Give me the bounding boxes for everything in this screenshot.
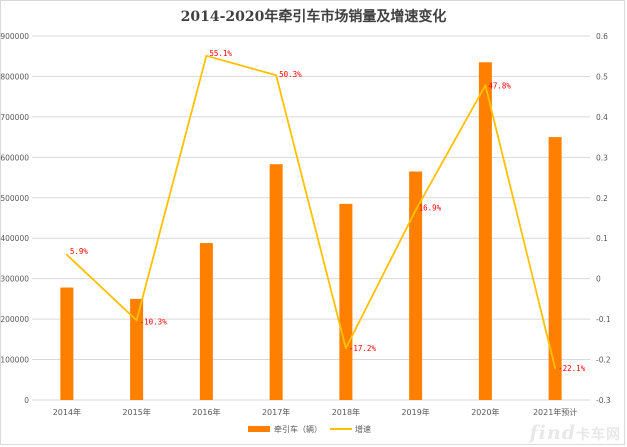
bar	[269, 164, 283, 400]
y-left-tick-label: 500000	[0, 194, 29, 203]
x-tick-label: 2019年	[401, 407, 429, 417]
watermark-latin: find	[529, 422, 576, 444]
y-right-tick-label: 0.6	[596, 32, 608, 41]
data-label: 55.1%	[209, 49, 232, 58]
line-point	[414, 209, 417, 212]
x-tick-label: 2020年	[471, 407, 499, 417]
line-point	[484, 84, 487, 87]
data-label: 5.9%	[70, 247, 89, 256]
line-point	[205, 54, 208, 57]
x-tick-label: 2017年	[262, 407, 290, 417]
y-left-tick-label: 100000	[0, 356, 29, 365]
line-point	[344, 347, 347, 350]
y-right-tick-label: 0.5	[596, 72, 608, 81]
line-point	[135, 319, 138, 322]
data-label: -10.3%	[140, 317, 168, 326]
y-left-tick-label: 0	[24, 396, 29, 405]
line-point	[65, 253, 68, 256]
x-tick-label: 2021年预计	[533, 407, 577, 417]
bar	[60, 287, 74, 400]
y-left-tick-label: 200000	[0, 315, 29, 324]
bar	[409, 171, 423, 400]
line-point	[275, 74, 278, 77]
legend-label-line: 增速	[355, 424, 371, 434]
data-label: -22.1%	[558, 364, 586, 373]
data-label: -17.2%	[349, 344, 377, 353]
y-right-tick-label: -0.1	[596, 315, 611, 324]
y-right-tick-label: 0.4	[596, 113, 608, 122]
watermark-logo: find卡车网	[530, 422, 622, 444]
y-left-tick-label: 700000	[0, 113, 29, 122]
data-label: 16.9%	[419, 203, 442, 212]
bar	[199, 243, 213, 400]
data-label: 50.3%	[279, 70, 302, 79]
y-right-tick-label: 0	[596, 275, 601, 284]
bar	[339, 203, 353, 400]
data-label: 47.8%	[488, 81, 511, 90]
y-left-tick-label: 600000	[0, 153, 29, 162]
y-right-tick-label: -0.2	[596, 356, 611, 365]
chart-title: 2014-2020年牵引车市场销量及增速变化	[180, 9, 447, 25]
y-left-tick-label: 300000	[0, 275, 29, 284]
bar	[478, 62, 492, 401]
watermark-cn: 卡车网	[576, 427, 621, 443]
y-left-tick-label: 900000	[0, 32, 29, 41]
x-tick-label: 2014年	[53, 407, 81, 417]
bar	[548, 137, 562, 400]
x-tick-label: 2015年	[122, 407, 150, 417]
line-point	[554, 367, 557, 370]
bar	[130, 298, 144, 400]
y-left-tick-label: 400000	[0, 234, 29, 243]
x-tick-label: 2018年	[332, 407, 360, 417]
y-right-tick-label: 0.2	[596, 194, 608, 203]
y-right-tick-label: 0.1	[596, 234, 608, 243]
y-right-tick-label: 0.3	[596, 153, 608, 162]
y-left-tick-label: 800000	[0, 72, 29, 81]
x-tick-label: 2016年	[192, 407, 220, 417]
legend-label-bar: 牵引车（辆）	[274, 424, 322, 434]
series-line	[66, 54, 556, 369]
y-right-tick-label: -0.3	[596, 396, 611, 405]
legend-swatch-bar	[248, 426, 270, 432]
